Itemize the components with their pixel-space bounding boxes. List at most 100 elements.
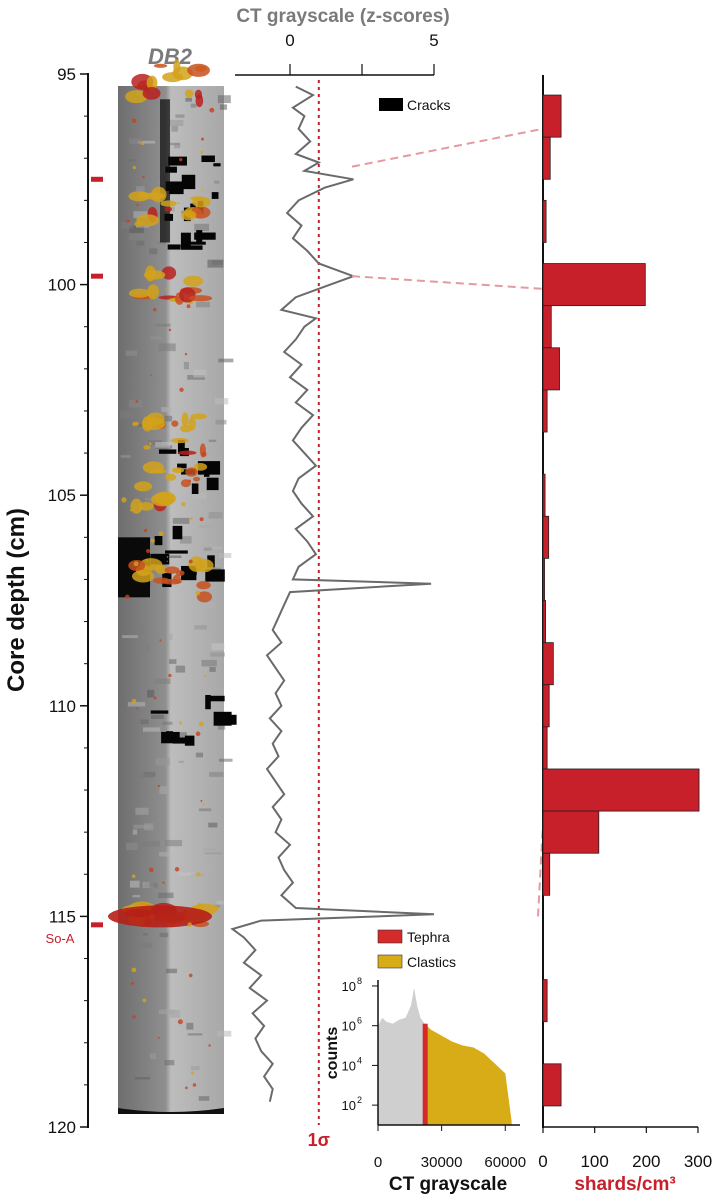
tephra-patch: [108, 905, 212, 928]
tephra-speck: [165, 287, 168, 290]
connector-line: [351, 275, 544, 290]
tephra-speck: [186, 304, 191, 309]
depth-tick-label: 115: [49, 907, 76, 926]
tephra-patch: [171, 420, 179, 427]
core-texture-patch: [172, 517, 190, 524]
tephra-patch: [181, 412, 189, 427]
tephra-patch: [146, 75, 158, 91]
tephra-speck: [181, 502, 186, 507]
core-texture-patch: [159, 851, 171, 857]
histogram-y-label: counts: [324, 1027, 341, 1080]
tephra-patch: [134, 481, 153, 492]
histogram-y-tick-label: 10: [342, 1058, 356, 1073]
core-texture-patch: [136, 186, 145, 192]
core-texture-patch: [200, 864, 214, 868]
crack-patch: [179, 571, 197, 576]
shard-bar: [542, 600, 546, 644]
tephra-patch: [181, 210, 197, 221]
histogram-x-tick-label: 30000: [421, 1154, 463, 1171]
tephra-patch: [151, 186, 167, 203]
tephra-patch: [153, 577, 170, 584]
tephra-patch: [128, 288, 151, 298]
tephra-speck: [157, 784, 161, 788]
shard-bar: [542, 389, 548, 433]
crack-patch: [183, 241, 206, 245]
tephra-patch: [125, 90, 148, 104]
crack-patch: [160, 99, 170, 243]
core-texture-patch: [219, 758, 233, 762]
tephra-speck: [190, 1071, 195, 1075]
crack-patch: [172, 737, 192, 744]
crack-patch: [207, 695, 225, 702]
core-texture-patch: [147, 440, 163, 446]
tephra-patch: [165, 473, 177, 481]
core-texture-patch: [209, 772, 224, 777]
tephra-patch: [193, 463, 208, 471]
core-texture-patch: [166, 968, 177, 974]
core-image: DB2: [108, 44, 237, 1114]
shard-bar: [542, 347, 560, 391]
tephra-patch: [128, 191, 150, 202]
tephra-speck: [130, 981, 134, 985]
tephra-depth-mark: [91, 176, 103, 182]
tephra-speck: [200, 799, 203, 802]
shard-tick-label: 100: [580, 1152, 608, 1171]
core-texture-patch: [208, 822, 218, 828]
core-texture-patch: [138, 942, 153, 948]
crack-patch: [181, 245, 203, 250]
tephra-speck: [145, 558, 148, 562]
core-texture-patch: [194, 625, 207, 630]
core-texture-patch: [205, 602, 216, 609]
core-texture-patch: [210, 652, 225, 657]
core-texture-patch: [190, 103, 197, 108]
tephra-speck: [201, 451, 207, 457]
core-texture-patch: [120, 410, 136, 419]
connector-line: [351, 127, 544, 168]
depth-tick-label: 95: [57, 65, 76, 84]
tephra-speck: [131, 118, 137, 123]
histogram-inset: Tephra Clastics 10 210 410 610 80 30000 60000 …: [324, 929, 526, 1195]
core-texture-patch: [203, 848, 216, 851]
tephra-speck: [131, 967, 137, 973]
tephra-speck: [166, 560, 169, 563]
tephra-speck: [204, 674, 207, 677]
core-texture-patch: [125, 350, 138, 356]
tephra-patch: [185, 467, 198, 477]
core-texture-patch: [198, 525, 214, 528]
core-texture-patch: [167, 633, 173, 641]
core-texture-patch: [135, 807, 149, 815]
core-texture-patch: [178, 760, 184, 763]
histogram-gray-area: [378, 987, 425, 1125]
core-texture-patch: [149, 1053, 156, 1060]
core-texture-patch: [219, 104, 228, 110]
histogram-y-tick-label: 10: [342, 979, 356, 994]
tephra-speck: [209, 107, 215, 113]
core-texture-patch: [145, 498, 154, 501]
connector-line: [537, 823, 544, 917]
shard-bar: [542, 1063, 562, 1107]
tephra-speck: [179, 157, 183, 162]
shard-bar: [542, 305, 552, 349]
crack-patch: [165, 166, 177, 173]
tephra-patch: [179, 424, 193, 433]
crack-patch: [181, 174, 196, 190]
tephra-speck: [121, 497, 127, 503]
core-texture-patch: [144, 823, 154, 831]
tephra-speck: [150, 374, 152, 376]
crack-patch: [150, 710, 169, 714]
tephra-speck: [185, 1086, 188, 1090]
core-texture-patch: [209, 666, 216, 672]
tephra-speck: [198, 721, 204, 727]
core-texture-patch: [155, 442, 171, 448]
crack-patch: [213, 163, 221, 167]
core-texture-patch: [126, 842, 138, 851]
tephra-speck: [158, 531, 164, 536]
shard-bar: [542, 768, 700, 812]
core-texture-patch: [158, 343, 176, 352]
core-texture-patch: [214, 180, 220, 184]
core-texture-patch: [169, 119, 184, 126]
core-texture-patch: [143, 841, 160, 847]
core-texture-patch: [120, 455, 131, 458]
tephra-speck: [140, 569, 142, 572]
core-texture-patch: [162, 721, 173, 725]
